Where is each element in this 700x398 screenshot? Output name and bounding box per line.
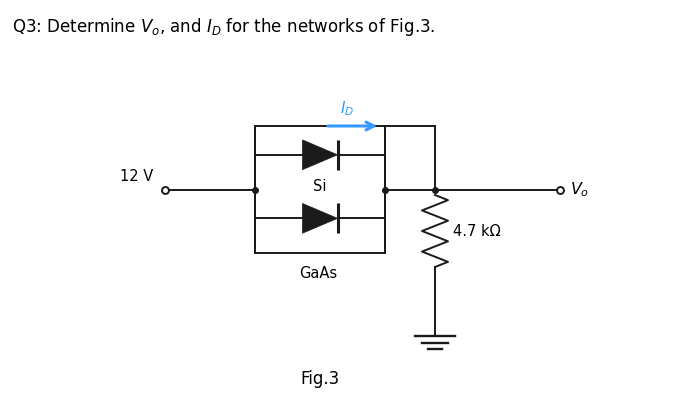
Text: Fig.3: Fig.3 — [300, 370, 340, 388]
Text: Q3: Determine $V_o$, and $I_D$ for the networks of Fig.3.: Q3: Determine $V_o$, and $I_D$ for the n… — [12, 16, 435, 38]
Text: GaAs: GaAs — [299, 266, 337, 281]
Text: Si: Si — [314, 179, 327, 194]
Polygon shape — [302, 203, 337, 233]
Text: 12 V: 12 V — [120, 169, 153, 184]
Polygon shape — [302, 140, 337, 170]
Text: 4.7 kΩ: 4.7 kΩ — [453, 224, 500, 238]
Text: $V_o$: $V_o$ — [570, 181, 589, 199]
Text: $I_D$: $I_D$ — [340, 99, 355, 118]
